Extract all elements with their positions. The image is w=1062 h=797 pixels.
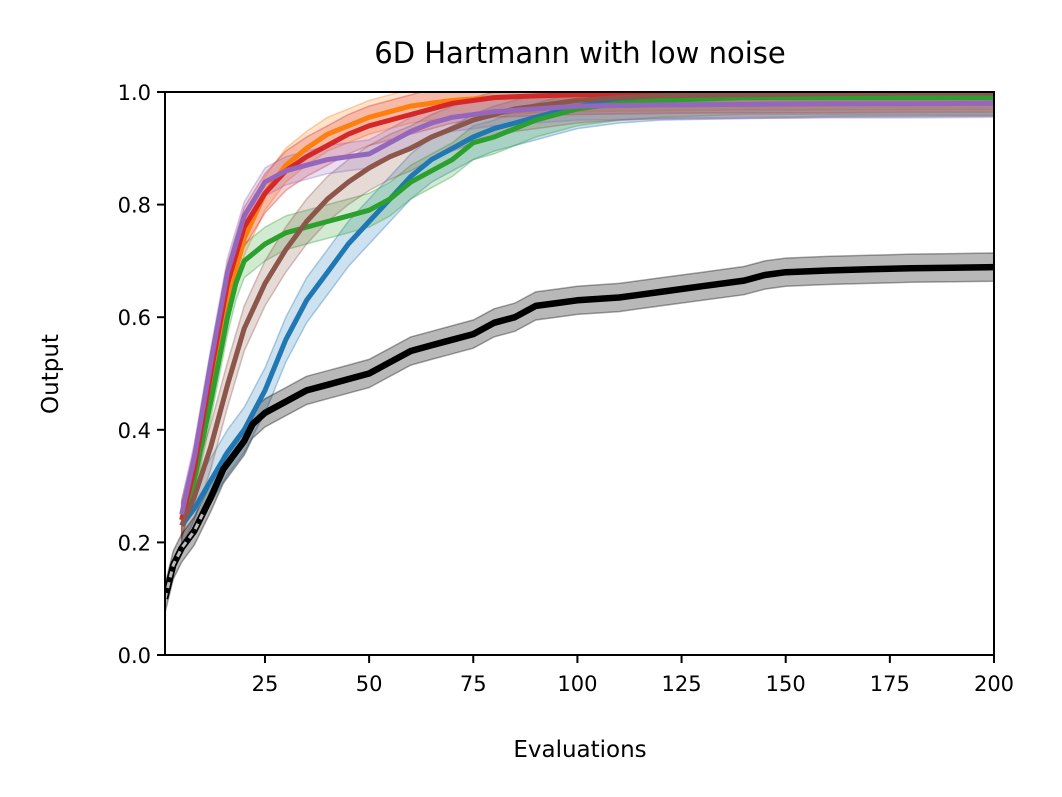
x-tick-label: 50 [356,672,383,696]
band-red [180,92,994,540]
band-black [165,252,994,613]
series-line-black-dashed-start [165,513,204,600]
plot-area [165,92,994,613]
x-tick-label: 150 [766,672,806,696]
x-tick-label: 75 [460,672,487,696]
x-tick-label: 200 [974,672,1014,696]
y-tick-label: 1.0 [118,81,151,105]
x-tick-label: 25 [252,672,279,696]
band-orange [180,92,994,538]
x-axis-label: Evaluations [513,737,646,763]
chart-title: 6D Hartmann with low noise [374,36,785,70]
y-axis-label: Output [38,334,64,414]
band-brown [180,92,994,549]
series-line-green [179,95,994,521]
series-line-purple [179,100,994,515]
y-tick-label: 0.4 [118,419,151,443]
y-tick-label: 0.0 [118,644,151,668]
x-tick-label: 100 [557,672,597,696]
series-line-brown [179,92,994,527]
x-tick-label: 125 [662,672,702,696]
y-tick-label: 0.8 [118,194,151,218]
axes-frame [164,91,995,656]
axes: 25 50 75 100 125 150 175 200 0.0 0.2 0.4 0.6 0.8 1.0 [118,81,1014,696]
y-tick-label: 0.2 [118,531,151,555]
series-line-black [165,263,994,600]
y-tick-label: 0.6 [118,306,151,330]
x-tick-label: 175 [870,672,910,696]
